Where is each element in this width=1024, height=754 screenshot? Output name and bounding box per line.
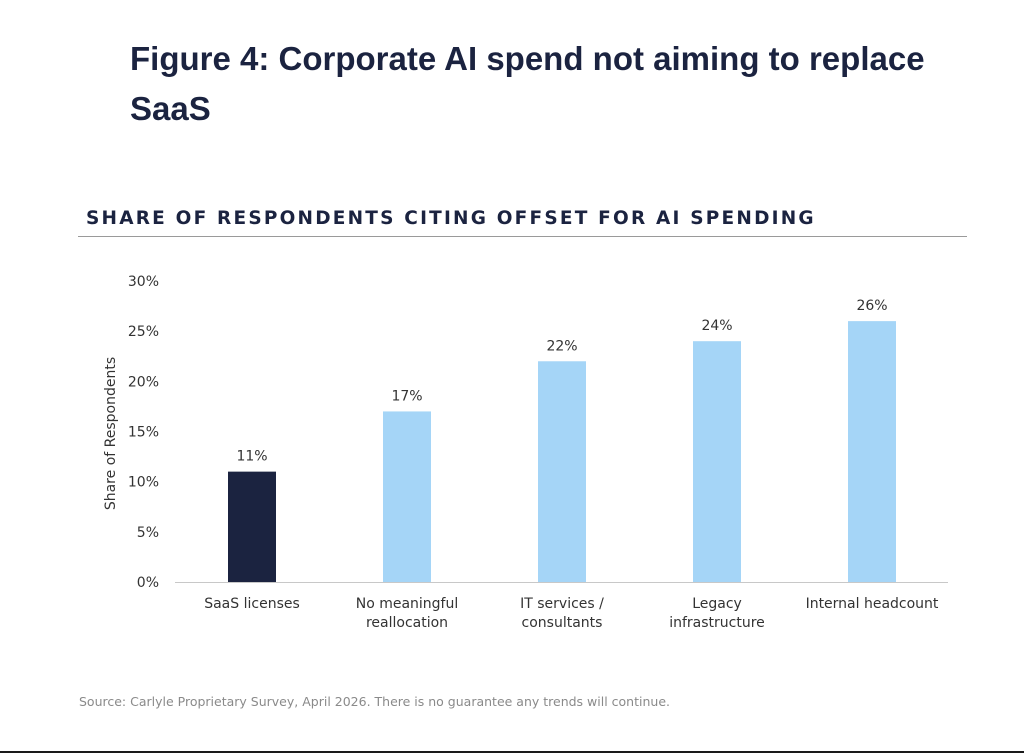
x-tick-label: consultants — [522, 615, 603, 631]
y-tick-label: 30% — [128, 274, 159, 290]
bottom-divider — [0, 751, 1024, 753]
source-note: Source: Carlyle Proprietary Survey, Apri… — [79, 694, 670, 709]
bar — [383, 411, 431, 582]
x-tick-label: SaaS licenses — [204, 596, 300, 612]
bar-value-label: 22% — [546, 338, 577, 354]
chart-section-heading: SHARE OF RESPONDENTS CITING OFFSET FOR A… — [86, 208, 816, 229]
y-tick-label: 25% — [128, 324, 159, 340]
y-tick-label: 15% — [128, 425, 159, 441]
y-tick-label: 5% — [137, 525, 159, 541]
x-tick-label: Internal headcount — [806, 596, 939, 612]
bar — [693, 341, 741, 582]
bar — [228, 471, 276, 582]
x-tick-label: reallocation — [366, 615, 448, 631]
figure-title: Figure 4: Corporate AI spend not aiming … — [130, 40, 925, 127]
bar — [538, 361, 586, 582]
bar — [848, 321, 896, 582]
y-axis-label: Share of Respondents — [103, 357, 119, 510]
x-tick-label: No meaningful — [356, 596, 459, 612]
x-tick-label: infrastructure — [669, 615, 765, 631]
x-tick-label: Legacy — [692, 596, 742, 612]
x-tick-label: IT services / — [520, 596, 604, 612]
y-tick-label: 0% — [137, 575, 159, 591]
heading-divider — [78, 236, 967, 237]
bar-value-label: 17% — [391, 388, 422, 404]
bar-value-label: 24% — [701, 318, 732, 334]
bar-value-label: 11% — [236, 449, 267, 465]
bar-value-label: 26% — [856, 298, 887, 314]
y-tick-label: 10% — [128, 475, 159, 491]
y-tick-label: 20% — [128, 374, 159, 390]
